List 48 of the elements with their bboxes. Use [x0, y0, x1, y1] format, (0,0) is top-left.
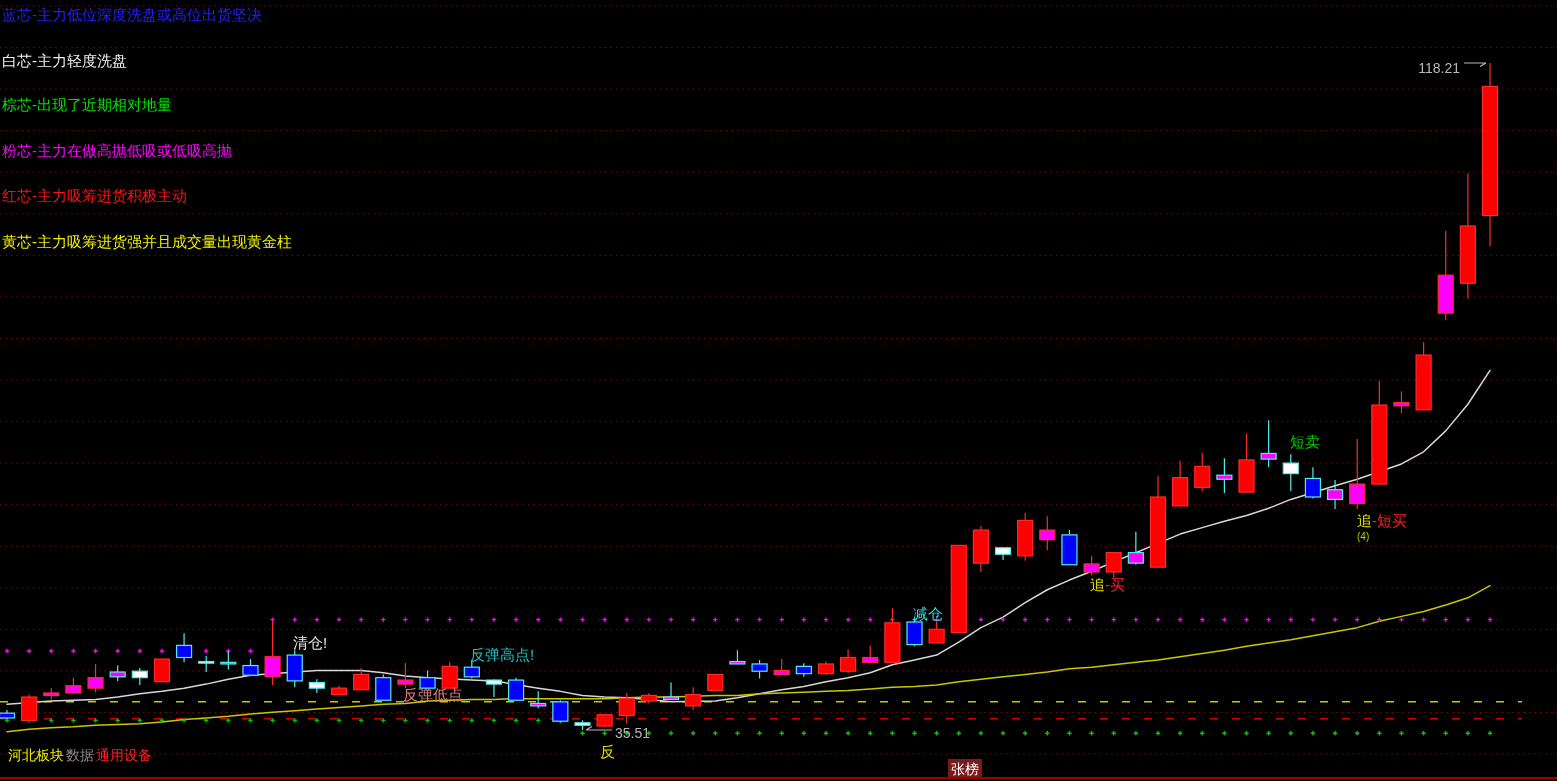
annotation: (4) [1357, 530, 1370, 542]
annotation: 棕芯-出现了近期相对地量 [2, 95, 172, 113]
candlestick [1083, 555, 1100, 576]
candlestick [1260, 419, 1277, 468]
candlestick [153, 658, 171, 683]
text: 河北板块 [8, 747, 64, 763]
candlestick [87, 663, 104, 693]
annotation: 短卖 [1290, 432, 1320, 450]
candlestick [1282, 453, 1299, 492]
annotation: 反弹低点 [403, 685, 463, 703]
candlestick [1194, 452, 1211, 492]
annotation: 35.51 [615, 725, 651, 741]
candlestick [397, 662, 414, 689]
annotation: 追-买 [1090, 575, 1125, 593]
annotation: 粉芯-主力在做高抛低吸或低吸高抛 [2, 141, 232, 159]
candlestick [840, 648, 857, 675]
candlestick [220, 650, 237, 671]
candlestick [618, 692, 635, 725]
candlestick [441, 661, 458, 689]
text: 反 [600, 742, 615, 760]
candlestick [1326, 479, 1344, 510]
annotation: 减仓 [913, 604, 943, 622]
candlestick [928, 621, 945, 644]
candlestick [375, 673, 392, 701]
annotation: 反弹高点! [470, 645, 535, 663]
candlestick [1393, 390, 1410, 414]
candlestick [751, 659, 768, 680]
annotation: 黄芯-主力吸筹进货强并且成交量出现黄金柱 [2, 232, 292, 250]
annotation: 追-短买 [1357, 511, 1407, 529]
annotation: 白芯-主力轻度洗盘 [2, 51, 127, 69]
annotation: 清仓! [293, 633, 328, 651]
annotation: 118.21 [1418, 60, 1461, 76]
candlestick [662, 681, 680, 701]
text: 通用设备 [96, 747, 152, 763]
candlestick [1349, 438, 1366, 510]
candlestick [353, 667, 370, 691]
candlestick [1039, 515, 1056, 551]
candlestick [1127, 531, 1144, 566]
text: 数据 [66, 747, 94, 763]
candlestick [1105, 552, 1122, 579]
candlestick [685, 686, 702, 711]
candlestick [175, 632, 193, 663]
annotation: 红芯-主力吸筹进货积极主动 [2, 186, 187, 204]
candlestick [485, 678, 503, 698]
candlestick [507, 677, 525, 701]
candlestick [1216, 457, 1233, 494]
candlestick [1304, 466, 1322, 500]
text: 蓝芯-主力低位深度洗盘或高位出货坚决 [2, 5, 262, 23]
